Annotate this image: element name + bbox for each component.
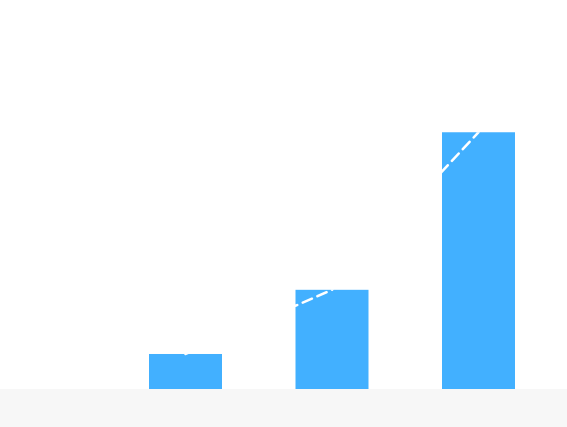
bars-layer [149, 132, 515, 389]
bottom-band [0, 389, 567, 427]
bar-3 [442, 132, 515, 389]
bar-2 [295, 289, 369, 389]
bar-1 [149, 353, 222, 389]
